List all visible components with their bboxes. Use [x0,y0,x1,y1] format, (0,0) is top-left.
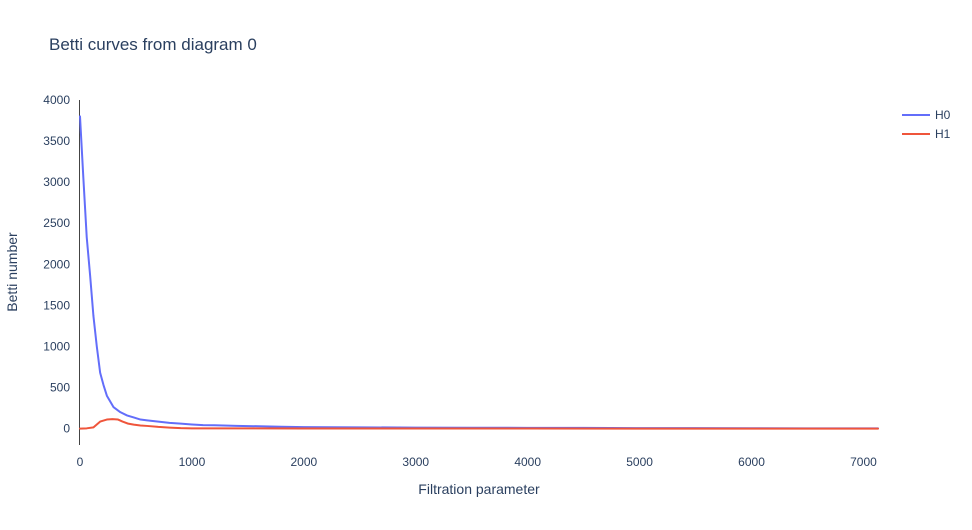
y-axis-title: Betti number [4,232,20,312]
x-tick-label: 4000 [514,455,541,469]
plot-area [79,115,879,430]
y-tick-label: 500 [50,381,70,395]
x-tick-label: 0 [77,455,84,469]
y-tick-label: 2500 [43,216,70,230]
x-tick-label: 3000 [402,455,429,469]
x-tick-label: 2000 [290,455,317,469]
x-axis: 0 1000 2000 3000 4000 5000 6000 7000 [77,455,877,469]
y-tick-label: 1500 [43,298,70,312]
y-tick-label: 3500 [43,134,70,148]
x-axis-title: Filtration parameter [418,481,540,497]
legend-label: H1 [935,127,951,141]
legend-item-h0[interactable]: H0 [902,108,951,122]
x-tick-label: 6000 [738,455,765,469]
x-tick-label: 1000 [179,455,206,469]
legend-item-h1[interactable]: H1 [902,127,951,141]
series-line-h1[interactable] [79,418,879,430]
x-tick-label: 7000 [850,455,877,469]
y-tick-label: 0 [63,422,70,436]
x-tick-label: 5000 [626,455,653,469]
y-tick-label: 4000 [43,93,70,107]
y-tick-label: 1000 [43,339,70,353]
y-tick-label: 3000 [43,175,70,189]
y-tick-label: 2000 [43,257,70,271]
legend-label: H0 [935,108,951,122]
y-axis: 0 500 1000 1500 2000 2500 3000 3500 4000 [43,93,70,436]
series-line-h0[interactable] [79,115,879,430]
chart-title: Betti curves from diagram 0 [49,35,257,54]
